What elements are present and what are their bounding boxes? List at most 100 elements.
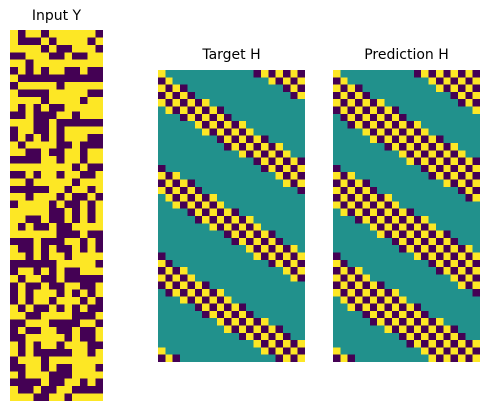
- heatmap-cell: [224, 347, 233, 356]
- heatmap-cell: [79, 30, 89, 39]
- heatmap-cell: [413, 172, 422, 181]
- heatmap-cell: [246, 245, 255, 254]
- heatmap-cell: [165, 252, 174, 261]
- heatmap-cell: [406, 186, 415, 195]
- heatmap-cell: [443, 223, 452, 232]
- heatmap-cell: [231, 230, 240, 239]
- heatmap-cell: [194, 208, 203, 217]
- heatmap-cell: [180, 70, 188, 78]
- heatmap-cell: [268, 194, 277, 202]
- heatmap-cell: [17, 378, 27, 387]
- heatmap-cell: [209, 354, 218, 362]
- heatmap-cell: [347, 303, 356, 312]
- heatmap-cell: [10, 371, 19, 380]
- heatmap-cell: [48, 81, 58, 90]
- heatmap-cell: [165, 296, 174, 305]
- heatmap-cell: [268, 172, 277, 181]
- heatmap-cell: [369, 135, 378, 144]
- heatmap-cell: [231, 347, 240, 356]
- heatmap-cell: [391, 332, 400, 341]
- heatmap-cell: [384, 186, 393, 195]
- heatmap-cell: [25, 156, 34, 165]
- heatmap-cell: [231, 318, 240, 327]
- heatmap-cell: [391, 252, 400, 261]
- heatmap-cell: [450, 347, 459, 356]
- heatmap-cell: [56, 126, 65, 135]
- heatmap-cell: [384, 172, 393, 181]
- heatmap-cell: [377, 340, 386, 348]
- heatmap-cell: [95, 289, 103, 298]
- heatmap-cell: [347, 216, 356, 224]
- heatmap-cell: [209, 318, 218, 327]
- heatmap-cell: [450, 340, 459, 348]
- heatmap-cell: [95, 185, 103, 194]
- heatmap-cell: [231, 164, 240, 173]
- heatmap-cell: [172, 216, 181, 224]
- heatmap-cell: [48, 289, 58, 298]
- heatmap-cell: [209, 296, 218, 305]
- heatmap-cell: [41, 208, 50, 217]
- heatmap-cell: [333, 208, 341, 217]
- heatmap-cell: [238, 259, 247, 268]
- heatmap-cell: [450, 325, 459, 334]
- heatmap-cell: [17, 89, 27, 98]
- heatmap-cell: [48, 319, 58, 328]
- heatmap-cell: [79, 267, 89, 276]
- heatmap-cell: [450, 259, 459, 268]
- heatmap-cell: [64, 230, 73, 239]
- heatmap-cell: [472, 121, 480, 129]
- heatmap-cell: [406, 216, 415, 224]
- heatmap-cell: [224, 77, 233, 86]
- heatmap-cell: [72, 215, 81, 224]
- heatmap-cell: [95, 200, 103, 209]
- heatmap-cell: [347, 113, 356, 122]
- heatmap-cell: [79, 222, 89, 231]
- heatmap-cell: [33, 81, 42, 90]
- heatmap-cell: [79, 37, 89, 46]
- heatmap-cell: [33, 282, 42, 291]
- heatmap-cell: [369, 223, 378, 232]
- heatmap-cell: [290, 172, 299, 181]
- heatmap-cell: [355, 164, 363, 173]
- heatmap-cell: [340, 340, 349, 348]
- heatmap-cell: [465, 237, 474, 246]
- heatmap-cell: [413, 113, 422, 122]
- heatmap-cell: [202, 340, 211, 348]
- heatmap-cell: [33, 208, 42, 217]
- heatmap-cell: [48, 304, 58, 313]
- heatmap-cell: [384, 267, 393, 275]
- heatmap-cell: [209, 186, 218, 195]
- heatmap-cell: [450, 208, 459, 217]
- heatmap-cell: [347, 91, 356, 100]
- heatmap-cell: [333, 318, 341, 327]
- heatmap-cell: [95, 193, 103, 202]
- heatmap-cell: [238, 150, 247, 159]
- heatmap-cell: [187, 91, 196, 100]
- heatmap-cell: [443, 347, 452, 356]
- heatmap-cell: [209, 70, 218, 78]
- heatmap-cell: [48, 111, 58, 120]
- heatmap-cell: [33, 200, 42, 209]
- heatmap-cell: [194, 70, 203, 78]
- heatmap-cell: [457, 310, 466, 319]
- heatmap-cell: [362, 135, 371, 144]
- heatmap-cell: [209, 150, 218, 159]
- heatmap-cell: [355, 318, 363, 327]
- heatmap-cell: [399, 347, 408, 356]
- heatmap-cell: [362, 230, 371, 239]
- heatmap-cell: [435, 157, 444, 166]
- heatmap-cell: [362, 172, 371, 181]
- heatmap-cell: [377, 135, 386, 144]
- heatmap-cell: [172, 267, 181, 275]
- heatmap-cell: [253, 259, 262, 268]
- heatmap-cell: [64, 326, 73, 335]
- heatmap-cell: [48, 252, 58, 261]
- heatmap-cell: [347, 186, 356, 195]
- heatmap-cell: [377, 91, 386, 100]
- heatmap-cell: [172, 332, 181, 341]
- heatmap-cell: [472, 106, 480, 115]
- heatmap-cell: [187, 70, 196, 78]
- heatmap-cell: [333, 99, 341, 108]
- heatmap-cell: [362, 223, 371, 232]
- heatmap-cell: [465, 296, 474, 305]
